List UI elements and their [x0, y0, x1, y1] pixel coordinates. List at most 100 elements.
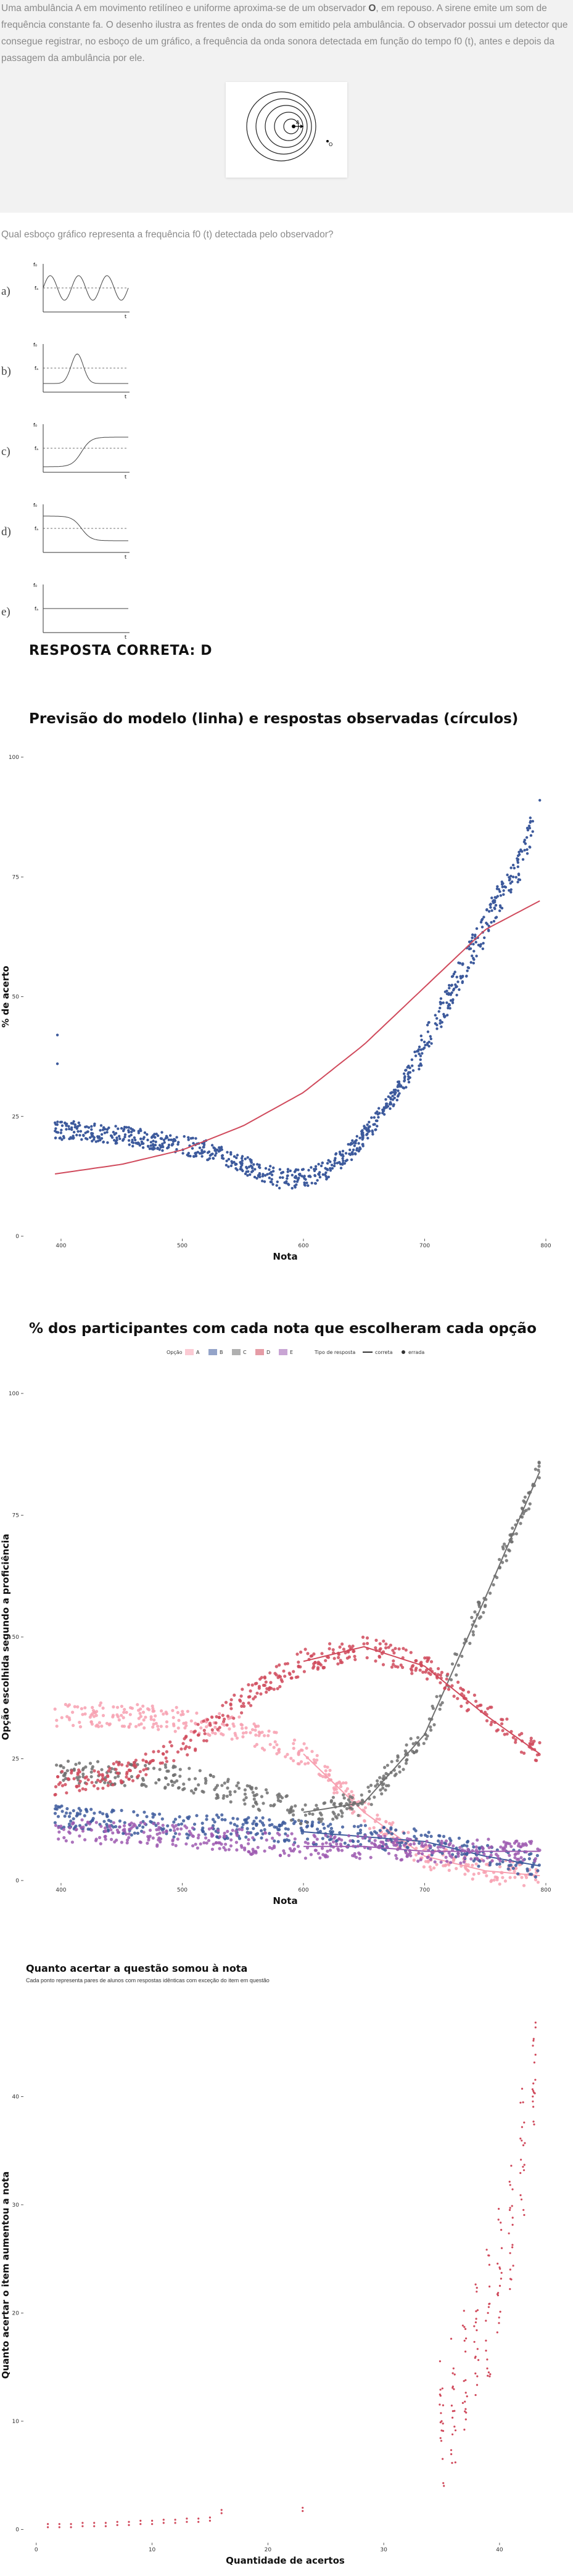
chart1-point — [281, 1176, 284, 1179]
chart1-point — [469, 961, 472, 964]
chart2-point-E — [475, 1856, 479, 1860]
chart1-point — [286, 1168, 290, 1171]
chart1-point — [80, 1138, 83, 1141]
chart2-point-D — [297, 1660, 300, 1664]
chart2-point-D — [221, 1704, 225, 1707]
chart2-point-D — [105, 1774, 109, 1778]
chart2-point-A — [136, 1703, 139, 1707]
chart2-point-B — [118, 1819, 122, 1823]
chart2-point-C — [348, 1795, 352, 1799]
chart2-point-D — [381, 1663, 385, 1667]
chart2-point-C — [429, 1728, 433, 1732]
chart2-point-A — [105, 1721, 109, 1725]
chart2-point-D — [365, 1636, 369, 1640]
chart1-point — [99, 1129, 102, 1132]
chart2-point-B — [343, 1841, 347, 1845]
chart1-point — [359, 1147, 362, 1151]
chart3-point — [523, 2121, 526, 2124]
chart2-point-E — [210, 1834, 214, 1838]
chart2-point-C — [455, 1673, 458, 1677]
chart2-point-E — [191, 1826, 194, 1830]
chart2-point-A — [177, 1718, 181, 1722]
chart1-point — [448, 1007, 451, 1010]
chart2-point-C — [178, 1768, 182, 1771]
chart2-point-A — [175, 1705, 178, 1709]
chart2-point-E — [278, 1853, 282, 1858]
chart3-point — [464, 2350, 467, 2353]
chart2-point-B — [318, 1829, 323, 1833]
chart2-point-A — [347, 1792, 351, 1796]
chart2-point-D — [242, 1704, 246, 1708]
chart2-point-A — [443, 1864, 447, 1868]
chart2-point-A — [489, 1879, 493, 1884]
chart2-point-B — [138, 1824, 141, 1827]
chart2-point-B — [299, 1826, 303, 1830]
chart2-point-A — [228, 1727, 231, 1731]
chart2-point-D — [112, 1762, 115, 1766]
chart2-legend-title: Opção — [167, 1350, 183, 1355]
chart2-point-B — [374, 1831, 379, 1835]
chart2-point-A — [299, 1760, 303, 1763]
chart2-point-C — [460, 1654, 464, 1658]
wavefront-drawing: A O — [246, 91, 332, 162]
chart1-point — [437, 1010, 440, 1013]
chart2-point-D — [362, 1642, 366, 1646]
chart2-point-A — [199, 1726, 203, 1730]
chart3-point — [500, 2278, 503, 2280]
chart1-point — [397, 1089, 400, 1093]
chart2-point-B — [440, 1852, 444, 1855]
chart2-point-C — [204, 1777, 207, 1781]
chart2-point-A — [116, 1715, 120, 1718]
chart2-point-A — [218, 1712, 221, 1715]
chart1-point — [455, 985, 458, 989]
chart2-point-D — [419, 1660, 423, 1664]
chart2-point-C — [308, 1811, 311, 1816]
chart2-point-E — [176, 1827, 179, 1831]
chart1-point — [297, 1168, 300, 1171]
chart3-point — [464, 2410, 466, 2413]
chart2-point-A — [492, 1878, 496, 1882]
chart2-xtick-label: 800 — [540, 1887, 551, 1893]
chart2-fit-line-D — [303, 1646, 540, 1755]
chart1-point — [411, 1064, 414, 1067]
chart1-point — [426, 1041, 429, 1045]
chart1-point — [200, 1149, 204, 1152]
chart1-point — [344, 1152, 348, 1155]
chart2-point-D — [282, 1669, 286, 1673]
chart2-point-D — [188, 1745, 191, 1749]
axis-label-t: t — [125, 634, 126, 640]
chart3-point — [476, 2384, 479, 2386]
chart2-point-D — [252, 1697, 255, 1700]
chart2-point-A — [151, 1709, 155, 1713]
chart2-point-E — [222, 1834, 226, 1838]
chart1-point — [221, 1154, 225, 1157]
chart2-point-A — [372, 1826, 376, 1829]
chart2-ytick-label: 100 — [9, 1391, 19, 1397]
chart2-point-D — [427, 1671, 431, 1675]
chart2-point-E — [459, 1861, 463, 1865]
chart1-point — [155, 1133, 158, 1136]
legend-type-correct: correta — [375, 1350, 393, 1355]
chart2-point-D — [294, 1675, 298, 1679]
chart3-point — [151, 2519, 154, 2522]
chart2-point-A — [154, 1714, 157, 1718]
chart2-point-D — [241, 1688, 244, 1691]
chart2-point-C — [292, 1813, 295, 1817]
chart2-point-C — [183, 1787, 186, 1790]
chart2-point-D — [529, 1736, 533, 1740]
chart2-point-C — [154, 1781, 158, 1785]
chart1-point — [458, 988, 461, 991]
chart2-point-C — [192, 1791, 196, 1795]
legend-swatch-B — [208, 1349, 217, 1355]
chart2-point-C — [301, 1808, 305, 1811]
chart2-point-D — [176, 1750, 180, 1754]
chart1-point — [253, 1175, 257, 1179]
chart2-point-D — [394, 1665, 397, 1668]
chart2-point-D — [310, 1654, 314, 1658]
chart2-point-D — [274, 1665, 278, 1668]
chart2-point-E — [309, 1853, 313, 1856]
chart2-point-A — [296, 1762, 300, 1766]
chart2-point-E — [419, 1858, 423, 1861]
chart2-point-A — [482, 1871, 486, 1874]
chart2-point-C — [376, 1782, 379, 1786]
